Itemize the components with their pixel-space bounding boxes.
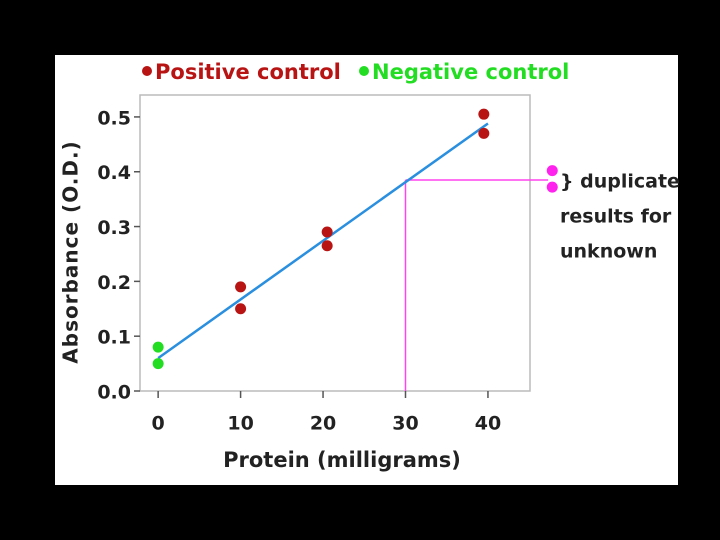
point [546, 165, 558, 177]
legend-marker [142, 66, 152, 76]
point [235, 303, 247, 315]
annotation: results for [560, 206, 672, 228]
legend-label: Positive control [155, 60, 341, 84]
point [321, 240, 333, 252]
panel [55, 55, 678, 485]
y-tick-label: 0.5 [97, 107, 131, 129]
x-tick-label: 0 [152, 413, 165, 435]
point [321, 226, 333, 238]
y-tick-label: 0.3 [97, 217, 131, 239]
y-tick-label: 0.2 [97, 272, 131, 294]
legend-label: Negative control [372, 60, 569, 84]
point [478, 127, 490, 139]
x-tick-label: 40 [475, 413, 501, 435]
point [235, 281, 247, 293]
point [152, 358, 164, 370]
y-tick-label: 0.1 [97, 327, 131, 349]
x-tick-label: 20 [310, 413, 336, 435]
fit-line [157, 122, 489, 360]
y-tick-label: 0.4 [97, 162, 131, 184]
annotation: } duplicate [560, 171, 680, 193]
plot-frame [139, 94, 531, 392]
point [478, 108, 490, 120]
annotation: unknown [560, 241, 657, 263]
point [152, 341, 164, 353]
x-tick-label: 30 [392, 413, 418, 435]
x-axis-label: Protein (milligrams) [223, 448, 461, 472]
y-tick-label: 0.0 [97, 382, 131, 404]
y-axis-label: Absorbance (O.D.) [59, 140, 83, 363]
x-tick-label: 10 [227, 413, 253, 435]
point [546, 181, 558, 193]
legend-marker [359, 66, 369, 76]
